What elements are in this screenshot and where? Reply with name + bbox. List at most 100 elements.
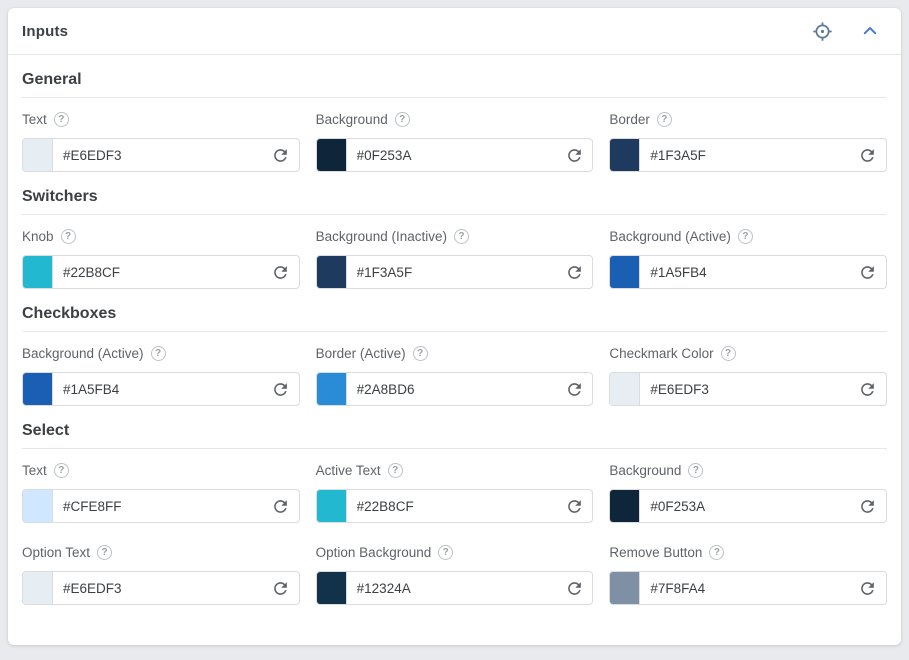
locate-element-button[interactable]	[807, 16, 837, 46]
color-swatch[interactable]	[316, 256, 347, 288]
color-input-group	[315, 372, 594, 406]
color-swatch[interactable]	[610, 490, 641, 522]
color-hex-input[interactable]	[346, 373, 557, 405]
section-title: Select	[22, 422, 70, 439]
color-field: Background ?	[609, 461, 887, 523]
color-swatch[interactable]	[23, 139, 53, 171]
color-swatch[interactable]	[610, 572, 641, 604]
color-field: Option Background ?	[315, 543, 594, 605]
field-label: Option Text	[22, 545, 91, 560]
refresh-icon	[274, 382, 287, 396]
color-hex-input[interactable]	[346, 256, 557, 288]
refresh-icon	[274, 148, 287, 162]
color-swatch[interactable]	[610, 373, 641, 405]
color-field: Text ?	[22, 110, 300, 172]
refresh-icon	[861, 581, 875, 595]
field-label-row: Background (Active) ?	[22, 344, 300, 363]
color-swatch[interactable]	[23, 490, 53, 522]
section-fields: Text ? Background ?	[22, 110, 887, 172]
help-icon[interactable]: ?	[97, 545, 113, 560]
field-label-row: Option Text ?	[22, 543, 300, 562]
color-hex-input[interactable]	[346, 490, 557, 522]
reset-color-button[interactable]	[850, 572, 886, 604]
reset-color-button[interactable]	[556, 256, 592, 288]
color-field: Background (Inactive) ?	[315, 227, 594, 289]
color-field: Active Text ?	[315, 461, 594, 523]
reset-color-button[interactable]	[850, 256, 886, 288]
field-label: Option Background	[315, 545, 432, 560]
help-icon[interactable]: ?	[720, 346, 736, 361]
help-icon[interactable]: ?	[709, 545, 725, 560]
help-icon[interactable]: ?	[656, 112, 672, 127]
color-input-group	[609, 489, 887, 523]
help-icon[interactable]: ?	[387, 463, 403, 478]
color-swatch[interactable]	[316, 139, 347, 171]
reset-color-button[interactable]	[556, 373, 592, 405]
color-field: Background ?	[315, 110, 594, 172]
color-hex-input[interactable]	[640, 490, 850, 522]
color-swatch[interactable]	[23, 256, 53, 288]
color-hex-input[interactable]	[53, 373, 263, 405]
color-input-group	[22, 372, 300, 406]
color-hex-input[interactable]	[346, 572, 557, 604]
color-hex-input[interactable]	[53, 139, 263, 171]
color-hex-input[interactable]	[640, 373, 850, 405]
help-icon[interactable]: ?	[60, 229, 76, 244]
refresh-icon	[861, 499, 875, 513]
color-input-group	[609, 372, 887, 406]
color-swatch[interactable]	[316, 490, 347, 522]
color-field: Background (Active) ?	[22, 344, 300, 406]
color-field: Checkmark Color ?	[609, 344, 887, 406]
field-label-row: Checkmark Color ?	[609, 344, 887, 363]
reset-color-button[interactable]	[556, 139, 592, 171]
color-input-group	[609, 138, 887, 172]
collapse-panel-button[interactable]	[855, 16, 885, 46]
reset-color-button[interactable]	[850, 139, 886, 171]
reset-color-button[interactable]	[850, 373, 886, 405]
color-field: Knob ?	[22, 227, 300, 289]
field-label: Background (Active)	[22, 346, 144, 361]
color-swatch[interactable]	[23, 373, 53, 405]
reset-color-button[interactable]	[263, 256, 299, 288]
color-swatch[interactable]	[610, 139, 641, 171]
section-fields: Background (Active) ? Border (Active) ?	[22, 344, 887, 406]
color-hex-input[interactable]	[346, 139, 557, 171]
reset-color-button[interactable]	[850, 490, 886, 522]
reset-color-button[interactable]	[263, 373, 299, 405]
color-swatch[interactable]	[610, 256, 641, 288]
help-icon[interactable]: ?	[453, 229, 469, 244]
field-label: Border	[609, 112, 650, 127]
section-title: General	[22, 71, 82, 88]
reset-color-button[interactable]	[556, 572, 592, 604]
color-hex-input[interactable]	[53, 490, 263, 522]
color-hex-input[interactable]	[640, 139, 850, 171]
color-input-group	[315, 489, 594, 523]
color-swatch[interactable]	[23, 572, 53, 604]
reset-color-button[interactable]	[263, 572, 299, 604]
refresh-icon	[567, 382, 581, 396]
reset-color-button[interactable]	[556, 490, 592, 522]
help-icon[interactable]: ?	[53, 463, 69, 478]
help-icon[interactable]: ?	[412, 346, 428, 361]
settings-section: Select Text ? Active Text ?	[22, 422, 887, 605]
color-swatch[interactable]	[316, 572, 347, 604]
settings-section: Switchers Knob ? Background (Inactive) ?	[22, 188, 887, 289]
refresh-icon	[861, 382, 875, 396]
color-hex-input[interactable]	[53, 572, 263, 604]
refresh-icon	[274, 581, 287, 595]
help-icon[interactable]: ?	[394, 112, 410, 127]
field-label-row: Background (Inactive) ?	[316, 227, 594, 246]
help-icon[interactable]: ?	[688, 463, 704, 478]
color-swatch[interactable]	[316, 373, 347, 405]
field-label: Checkmark Color	[609, 346, 714, 361]
color-hex-input[interactable]	[640, 256, 850, 288]
reset-color-button[interactable]	[263, 139, 299, 171]
help-icon[interactable]: ?	[438, 545, 454, 560]
help-icon[interactable]: ?	[53, 112, 69, 127]
color-hex-input[interactable]	[53, 256, 263, 288]
section-divider	[22, 331, 887, 332]
help-icon[interactable]: ?	[737, 229, 753, 244]
help-icon[interactable]: ?	[150, 346, 166, 361]
color-hex-input[interactable]	[640, 572, 850, 604]
reset-color-button[interactable]	[263, 490, 299, 522]
